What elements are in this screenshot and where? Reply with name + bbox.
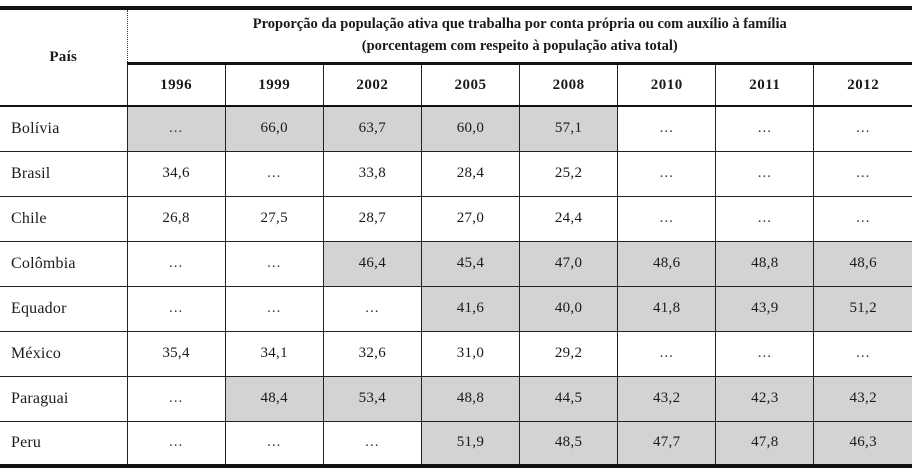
table-row: México 35,4 34,1 32,6 31,0 29,2......... — [0, 330, 912, 376]
table-row: Peru......... 51,9 48,5 47,7 47,8 46,3 — [0, 420, 912, 466]
missing-value-cell: ... — [224, 420, 324, 466]
country-cell: México — [0, 330, 128, 376]
value-cell: 29,2 — [518, 330, 618, 376]
value-cell: 35,4 — [126, 330, 226, 376]
value-cell: 47,0 — [518, 240, 618, 286]
value-cell: 40,0 — [518, 285, 618, 331]
country-cell: Equador — [0, 285, 128, 331]
value-cell: 43,2 — [813, 375, 912, 421]
title-row: País Proporção da população ativa que tr… — [0, 8, 912, 107]
missing-value-cell: ... — [813, 330, 912, 376]
missing-value-cell: ... — [617, 330, 716, 376]
value-cell: 31,0 — [420, 330, 520, 376]
missing-value-cell: ... — [715, 195, 814, 241]
value-cell: 48,4 — [224, 375, 324, 421]
missing-value-cell: ... — [715, 106, 814, 151]
value-cell: 32,6 — [322, 330, 422, 376]
value-cell: 46,3 — [813, 420, 912, 466]
value-cell: 42,3 — [715, 375, 814, 421]
table-row: Bolívia... 66,0 63,7 60,0 57,1......... — [0, 106, 912, 151]
table-row: Equador......... 41,6 40,0 41,8 43,9 51,2 — [0, 285, 912, 331]
value-cell: 43,2 — [617, 375, 716, 421]
missing-value-cell: ... — [224, 240, 324, 286]
year-header: 2002 — [322, 63, 422, 107]
missing-value-cell: ... — [126, 420, 226, 466]
missing-value-cell: ... — [224, 285, 324, 331]
value-cell: 26,8 — [126, 195, 226, 241]
self-employment-table: País Proporção da população ativa que tr… — [0, 6, 912, 468]
year-header: 1996 — [126, 63, 226, 107]
missing-value-cell: ... — [715, 330, 814, 376]
table-row: Brasil 34,6... 33,8 28,4 25,2......... — [0, 150, 912, 196]
missing-value-cell: ... — [126, 375, 226, 421]
value-cell: 48,6 — [617, 240, 716, 286]
value-cell: 25,2 — [518, 150, 618, 196]
value-cell: 48,8 — [715, 240, 814, 286]
missing-value-cell: ... — [813, 150, 912, 196]
value-cell: 34,6 — [126, 150, 226, 196]
year-header: 2010 — [617, 63, 716, 107]
value-cell: 53,4 — [322, 375, 422, 421]
year-header: 2005 — [420, 63, 520, 107]
value-cell: 45,4 — [420, 240, 520, 286]
table-body: Bolívia... 66,0 63,7 60,0 57,1......... Brasi… — [0, 106, 912, 466]
value-cell: 57,1 — [518, 106, 618, 151]
missing-value-cell: ... — [126, 285, 226, 331]
table-row: Chile 26,8 27,5 28,7 27,0 24,4......... — [0, 195, 912, 241]
value-cell: 27,0 — [420, 195, 520, 241]
missing-value-cell: ... — [322, 420, 422, 466]
table-row: Colômbia...... 46,4 45,4 47,0 48,6 48,8 48,6 — [0, 240, 912, 286]
value-cell: 48,8 — [420, 375, 520, 421]
country-cell: Chile — [0, 195, 128, 241]
missing-value-cell: ... — [224, 150, 324, 196]
country-cell: Peru — [0, 420, 128, 466]
years-row: 1996 1999 2002 2005 2008 2010 2011 2012 — [0, 63, 912, 107]
missing-value-cell: ... — [322, 285, 422, 331]
country-cell: Bolívia — [0, 106, 128, 151]
value-cell: 44,5 — [518, 375, 618, 421]
value-cell: 66,0 — [224, 106, 324, 151]
value-cell: 27,5 — [224, 195, 324, 241]
table-title-cell: Proporção da população ativa que trabalh… — [126, 8, 912, 65]
value-cell: 48,6 — [813, 240, 912, 286]
missing-value-cell: ... — [617, 195, 716, 241]
missing-value-cell: ... — [126, 106, 226, 151]
year-header: 2008 — [518, 63, 618, 107]
value-cell: 41,6 — [420, 285, 520, 331]
value-cell: 63,7 — [322, 106, 422, 151]
year-header: 1999 — [224, 63, 324, 107]
country-cell: Colômbia — [0, 240, 128, 286]
value-cell: 28,4 — [420, 150, 520, 196]
value-cell: 60,0 — [420, 106, 520, 151]
value-cell: 51,2 — [813, 285, 912, 331]
missing-value-cell: ... — [813, 106, 912, 151]
country-cell: Paraguai — [0, 375, 128, 421]
table-title-line1: Proporção da população ativa que trabalh… — [252, 16, 787, 33]
country-column-header: País — [0, 8, 128, 107]
missing-value-cell: ... — [126, 240, 226, 286]
value-cell: 51,9 — [420, 420, 520, 466]
value-cell: 46,4 — [322, 240, 422, 286]
year-header: 2012 — [813, 63, 912, 107]
table-row: Paraguai... 48,4 53,4 48,8 44,5 43,2 42,3 43,2 — [0, 375, 912, 421]
value-cell: 34,1 — [224, 330, 324, 376]
table-header: País Proporção da população ativa que tr… — [0, 8, 912, 107]
value-cell: 28,7 — [322, 195, 422, 241]
missing-value-cell: ... — [617, 150, 716, 196]
missing-value-cell: ... — [813, 195, 912, 241]
value-cell: 47,8 — [715, 420, 814, 466]
value-cell: 48,5 — [518, 420, 618, 466]
value-cell: 24,4 — [518, 195, 618, 241]
value-cell: 43,9 — [715, 285, 814, 331]
value-cell: 41,8 — [617, 285, 716, 331]
country-cell: Brasil — [0, 150, 128, 196]
value-cell: 47,7 — [617, 420, 716, 466]
missing-value-cell: ... — [715, 150, 814, 196]
year-header: 2011 — [715, 63, 814, 107]
missing-value-cell: ... — [617, 106, 716, 151]
value-cell: 33,8 — [322, 150, 422, 196]
table-title-line2: (porcentagem com respeito à população at… — [361, 38, 678, 54]
